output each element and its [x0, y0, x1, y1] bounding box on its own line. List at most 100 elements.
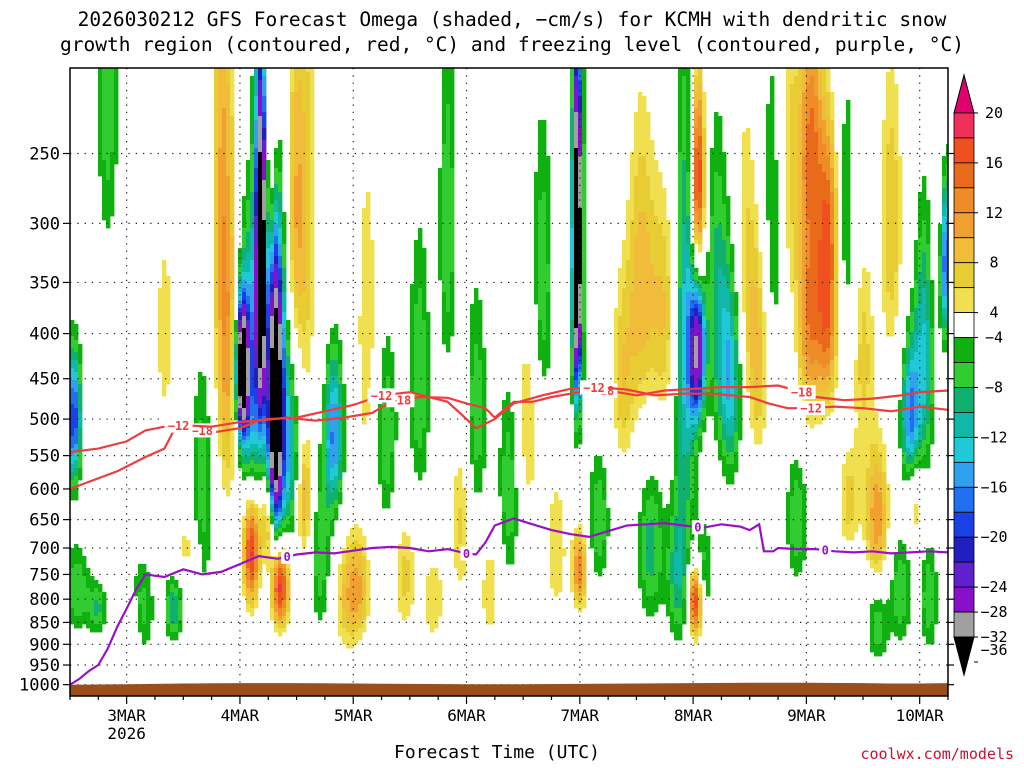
- omega-cell: [258, 260, 267, 265]
- omega-cell: [694, 348, 699, 353]
- omega-cell: [710, 340, 715, 345]
- omega-cell: [882, 280, 887, 285]
- omega-cell: [714, 188, 723, 193]
- omega-cell: [410, 376, 415, 381]
- omega-cell: [262, 340, 267, 345]
- omega-cell: [302, 96, 311, 101]
- omega-cell: [682, 168, 687, 173]
- omega-cell: [270, 300, 275, 305]
- omega-cell: [302, 360, 311, 365]
- omega-cell: [238, 276, 243, 281]
- omega-cell: [830, 316, 835, 321]
- omega-cell: [730, 356, 735, 361]
- omega-cell: [618, 284, 627, 289]
- omega-cell: [694, 312, 699, 317]
- omega-cell: [942, 184, 947, 189]
- omega-cell: [766, 184, 779, 189]
- omega-cell: [574, 300, 579, 305]
- omega-cell: [886, 168, 899, 173]
- omega-cell: [742, 148, 751, 153]
- omega-cell: [702, 128, 707, 133]
- omega-cell: [746, 300, 751, 305]
- omega-cell: [698, 216, 703, 221]
- omega-cell: [290, 92, 295, 97]
- omega-cell: [266, 260, 271, 265]
- omega-cell: [946, 252, 948, 257]
- omega-cell: [330, 368, 339, 373]
- omega-cell: [694, 376, 699, 381]
- omega-cell: [798, 372, 803, 377]
- omega-cell: [750, 212, 759, 217]
- omega-cell: [290, 112, 295, 117]
- omega-cell: [902, 360, 907, 365]
- omega-cell: [750, 320, 759, 325]
- omega-cell: [250, 380, 255, 385]
- omega-cell: [242, 336, 247, 341]
- omega-cell: [278, 340, 283, 345]
- omega-cell: [810, 76, 815, 81]
- omega-cell: [578, 296, 583, 301]
- omega-cell: [746, 368, 751, 373]
- omega-cell: [294, 172, 299, 177]
- omega-cell: [746, 256, 759, 261]
- omega-cell: [538, 260, 547, 265]
- omega-cell: [306, 172, 311, 177]
- omega-cell: [582, 192, 587, 197]
- omega-cell: [614, 332, 619, 337]
- omega-cell: [578, 80, 583, 85]
- omega-cell: [834, 332, 839, 337]
- omega-cell: [858, 296, 871, 301]
- omega-cell: [694, 320, 699, 325]
- omega-cell: [742, 268, 747, 273]
- omega-cell: [682, 92, 687, 97]
- omega-cell: [294, 140, 307, 145]
- omega-cell: [634, 256, 651, 261]
- omega-cell: [742, 164, 755, 169]
- omega-cell: [834, 240, 839, 245]
- omega-cell: [338, 388, 343, 393]
- omega-cell: [814, 128, 823, 133]
- omega-cell: [218, 256, 223, 261]
- omega-cell: [682, 336, 687, 341]
- omega-cell: [690, 344, 695, 349]
- omega-cell: [306, 268, 311, 273]
- omega-cell: [330, 360, 339, 365]
- omega-cell: [798, 68, 803, 73]
- omega-cell: [302, 212, 307, 217]
- omega-cell: [538, 316, 547, 321]
- omega-cell: [794, 244, 799, 249]
- omega-cell: [230, 160, 235, 165]
- omega-cell: [546, 212, 551, 217]
- omega-cell: [858, 288, 871, 293]
- omega-cell: [766, 144, 775, 149]
- omega-cell: [570, 160, 575, 165]
- omega-cell: [290, 260, 295, 265]
- omega-cell: [690, 376, 695, 381]
- omega-cell: [630, 232, 639, 237]
- omega-cell: [98, 72, 103, 77]
- omega-cell: [750, 364, 763, 369]
- omega-cell: [538, 328, 543, 333]
- omega-cell: [582, 256, 587, 261]
- omega-cell: [534, 172, 551, 177]
- omega-cell: [714, 232, 723, 237]
- omega-cell: [294, 204, 303, 209]
- omega-cell: [302, 208, 307, 213]
- omega-cell: [214, 380, 219, 385]
- omega-cell: [218, 284, 223, 289]
- omega-cell: [866, 316, 875, 321]
- omega-cell: [250, 396, 255, 401]
- omega-cell: [830, 164, 835, 169]
- omega-cell: [722, 328, 731, 333]
- omega-cell: [910, 356, 915, 361]
- omega-cell: [834, 164, 839, 169]
- omega-cell: [678, 80, 683, 85]
- omega-cell: [310, 160, 315, 165]
- omega-cell: [730, 252, 735, 257]
- omega-cell: [678, 164, 683, 169]
- omega-cell: [534, 212, 539, 217]
- omega-cell: [310, 236, 315, 241]
- omega-cell: [310, 240, 315, 245]
- omega-cell: [818, 76, 823, 81]
- omega-cell: [870, 372, 875, 377]
